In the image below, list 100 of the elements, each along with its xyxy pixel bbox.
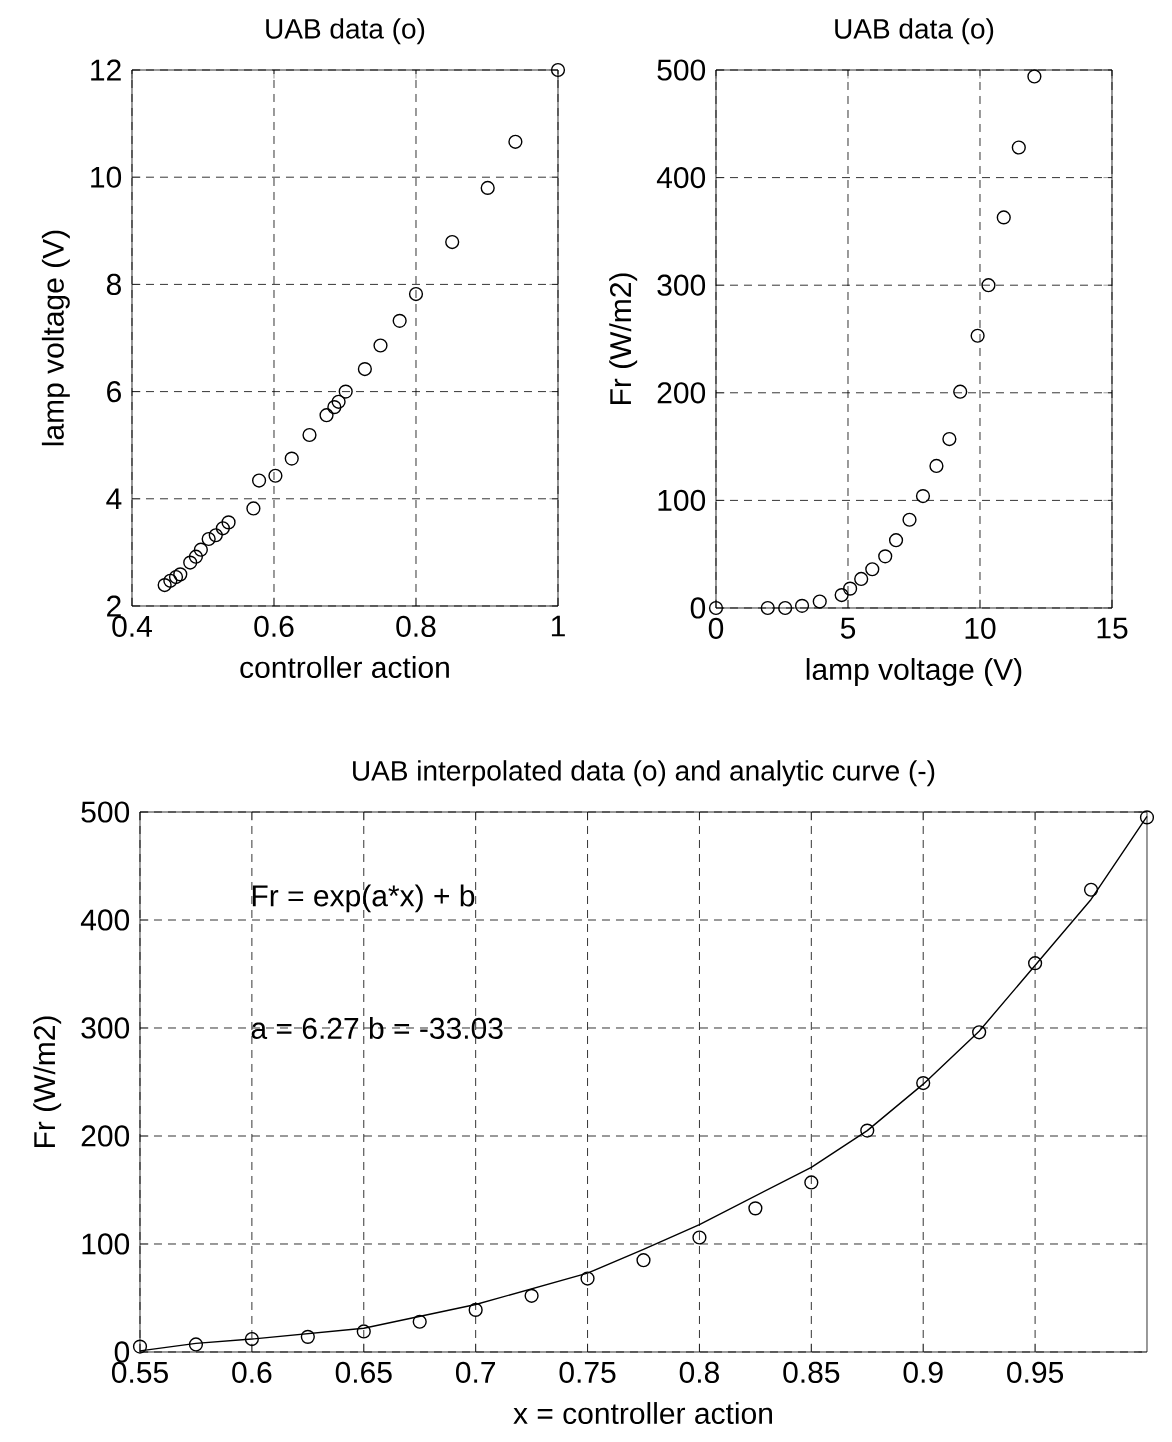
y-tick-label: 200 [657, 382, 706, 404]
point [508, 134, 523, 149]
point [834, 587, 849, 603]
point [580, 1271, 595, 1286]
annotation: a = 6.27 b = -33.03 [251, 1016, 503, 1039]
point [356, 1324, 371, 1339]
point [188, 1337, 204, 1352]
x-tick-label: 0.85 [783, 1361, 840, 1383]
x-tick-label: 0.8 [679, 1361, 719, 1383]
x-tick-label: 0.7 [455, 1361, 496, 1383]
point [208, 528, 223, 543]
x-tick-label: 0.65 [335, 1361, 392, 1383]
y-tick-label: 500 [81, 801, 130, 823]
point [244, 1331, 259, 1347]
point [915, 489, 931, 504]
y-tick-label: 0 [114, 1341, 130, 1363]
point [327, 400, 342, 415]
x-tick-label: 5 [840, 617, 856, 639]
point [201, 531, 216, 547]
point [284, 451, 299, 466]
x-tick-label: 0 [708, 617, 724, 639]
x-tick-label: 10 [965, 617, 996, 639]
point [168, 569, 184, 585]
x-tick-label: 0.8 [396, 615, 436, 637]
y-tick-label: 10 [91, 166, 122, 188]
x-tick-label: 0.4 [112, 615, 152, 637]
x-tick-label: 0.55 [111, 1361, 168, 1383]
x-axis-title: controller action [240, 656, 449, 679]
point [468, 1302, 483, 1317]
point [794, 598, 810, 613]
x-axis-title: lamp voltage (V) [806, 658, 1022, 686]
point [812, 594, 827, 609]
y-tick-label: 400 [80, 909, 130, 931]
point [173, 567, 188, 582]
chart-title: UAB data (o) [266, 18, 425, 45]
point [408, 286, 424, 302]
x-tick-label: 0.75 [559, 1361, 616, 1383]
y-tick-label: 0 [690, 597, 706, 619]
point [860, 1123, 875, 1138]
point [157, 577, 172, 593]
point [878, 549, 893, 564]
point [445, 234, 460, 250]
point [319, 408, 334, 423]
point [221, 515, 236, 530]
point [996, 210, 1011, 225]
y-tick-label: 2 [107, 595, 121, 617]
point [300, 1329, 315, 1344]
point [338, 384, 353, 399]
point [251, 473, 267, 488]
point [972, 1025, 987, 1040]
y-tick-label: 4 [106, 488, 122, 510]
point [902, 512, 917, 527]
point [942, 431, 957, 447]
y-tick-label: 300 [81, 1017, 130, 1039]
point [929, 458, 944, 474]
point [1139, 810, 1155, 825]
point [708, 600, 724, 616]
y-tick-label: 100 [658, 489, 706, 512]
point [246, 501, 261, 516]
point [804, 1175, 819, 1190]
point [392, 313, 407, 328]
x-tick-label: 0.6 [254, 615, 294, 637]
point [188, 549, 203, 564]
chart-title: UAB interpolated data (o) and analytic curve (-) [353, 760, 935, 787]
x-tick-label: 0.6 [232, 1361, 272, 1383]
point [888, 533, 904, 548]
point [916, 1075, 931, 1091]
x-tick-label: 15 [1097, 617, 1128, 639]
y-axis-title: lamp voltage (V) [41, 230, 70, 446]
point [1027, 69, 1042, 84]
point [1028, 956, 1043, 971]
point [193, 542, 208, 557]
point [1011, 140, 1026, 155]
point [778, 600, 793, 616]
y-tick-label: 8 [106, 273, 121, 296]
point [163, 573, 178, 588]
x-axis-title: x = controller action [513, 1402, 772, 1425]
annotation: Fr = exp(a*x) + b [252, 884, 475, 913]
point [843, 581, 858, 596]
point [412, 1314, 427, 1329]
point [373, 338, 388, 353]
y-axis-title: Fr (W/m2) [33, 1016, 62, 1148]
point [524, 1288, 539, 1303]
point [953, 384, 968, 399]
point [183, 555, 198, 570]
x-tick-label: 1 [551, 615, 565, 637]
point [331, 394, 346, 409]
point [132, 1339, 148, 1354]
point [636, 1253, 651, 1268]
point [970, 328, 985, 343]
chart-title: UAB data (o) [835, 18, 994, 45]
y-tick-label: 6 [107, 380, 121, 403]
y-tick-label: 300 [657, 274, 706, 296]
point [480, 180, 495, 196]
point [981, 278, 996, 293]
point [760, 600, 775, 616]
point [748, 1201, 763, 1216]
point [550, 62, 566, 78]
y-tick-label: 12 [91, 59, 121, 81]
point [854, 571, 869, 587]
